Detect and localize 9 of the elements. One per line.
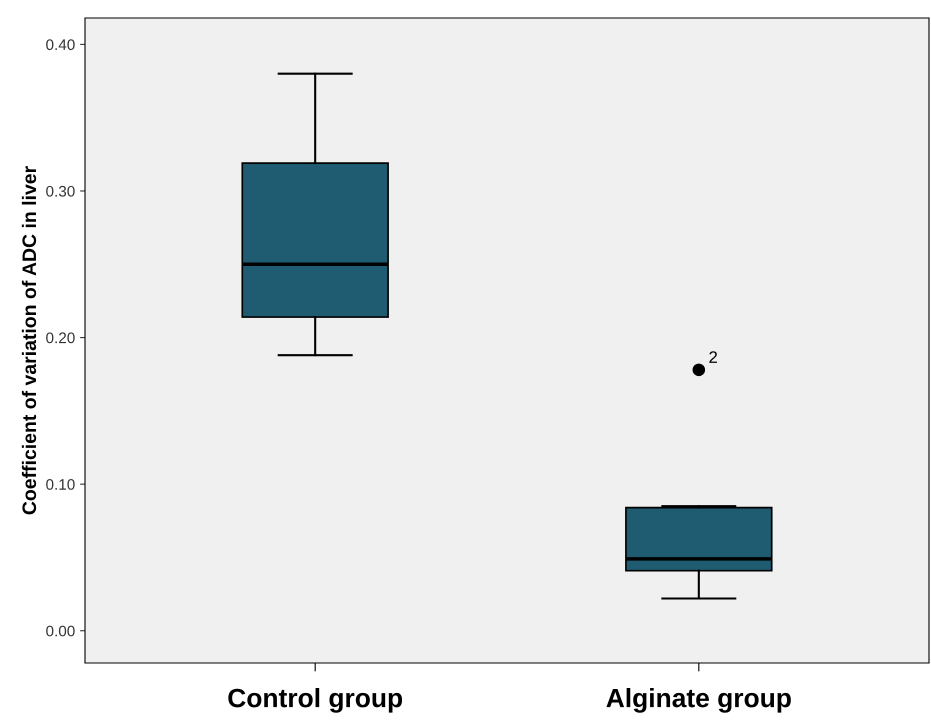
x-tick-label: Control group (228, 688, 402, 713)
y-tick-label: 0.40 (46, 39, 75, 50)
y-axis-title: Coefficient of variation of ADC in liver (22, 166, 36, 514)
y-tick-label: 0.10 (46, 479, 75, 490)
y-tick-label: 0.30 (46, 186, 75, 197)
y-tick-label: 0.20 (46, 332, 75, 344)
annotation: 2 (709, 351, 717, 363)
x-tick-label: Alginate group (606, 688, 791, 713)
y-tick-label: 0.00 (46, 626, 75, 636)
